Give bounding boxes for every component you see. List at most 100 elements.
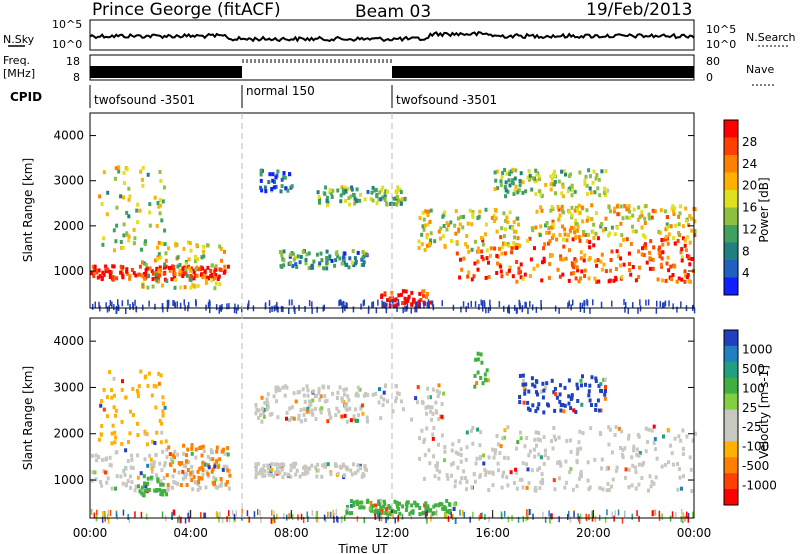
power-cells-cell xyxy=(673,206,677,211)
velocity-cells-ground-cell xyxy=(283,513,285,520)
power-cells-cell xyxy=(193,259,197,264)
velocity-cells-cell xyxy=(544,448,547,453)
velocity-cells-cell xyxy=(574,410,578,414)
velocity-cells-cell xyxy=(322,385,326,390)
power-cells-cell xyxy=(421,289,425,294)
power-cells-cell xyxy=(669,264,673,269)
velocity-cells-ground-cell xyxy=(276,513,278,520)
power-cells-cell xyxy=(613,206,617,211)
velocity-cells-cell xyxy=(559,403,563,408)
colorbar-tick-label: 500 xyxy=(742,362,765,376)
velocity-cells-cell xyxy=(491,470,495,475)
velocity-cells-cell xyxy=(150,469,154,474)
power-cells-cell xyxy=(146,172,150,177)
velocity-cells-ground-cell xyxy=(241,508,243,515)
power-cells-cell xyxy=(557,207,561,212)
power-cells-cell xyxy=(111,275,115,280)
power-cells-cell xyxy=(672,236,676,241)
velocity-cells-cell xyxy=(650,428,654,433)
velocity-cells-ground-cell xyxy=(548,510,550,517)
power-cells-cell xyxy=(423,248,427,252)
velocity-cells-cell xyxy=(445,499,449,503)
power-cells-ground-cell xyxy=(109,300,112,306)
velocity-cells-cell xyxy=(159,373,163,378)
velocity-cells-cell xyxy=(339,465,343,470)
velocity-cells-ground-cell xyxy=(500,511,503,518)
velocity-cells-cell xyxy=(431,436,435,441)
velocity-cells-ground-cell xyxy=(558,516,560,523)
colorbar-swatch xyxy=(724,207,738,226)
power-cells-ground-cell xyxy=(127,299,129,306)
velocity-cells-cell xyxy=(210,450,213,455)
velocity-cells-cell xyxy=(519,430,522,435)
velocity-cells-cell xyxy=(275,462,279,467)
velocity-cells-cell xyxy=(285,410,289,415)
power-cells-cell xyxy=(516,242,520,247)
power-cells-cell xyxy=(214,281,218,286)
power-cells-cell xyxy=(146,273,150,278)
power-cells-cell xyxy=(510,250,514,255)
power-cells-cell xyxy=(566,189,570,194)
velocity-cells-cell xyxy=(215,445,219,450)
velocity-y-axis-label: Slant Range [km] xyxy=(21,366,35,470)
velocity-cells-cell xyxy=(434,400,438,405)
power-cells-cell xyxy=(625,207,629,212)
power-cells-cell xyxy=(167,246,170,251)
power-cells-cell xyxy=(588,245,592,250)
velocity-cells-cell xyxy=(443,458,446,463)
y-tick-label: 3000 xyxy=(53,174,84,188)
power-cells-cell xyxy=(504,218,508,223)
velocity-cells-cell xyxy=(482,453,486,458)
velocity-cells-ground-cell xyxy=(203,512,205,519)
velocity-cells-ground-cell xyxy=(380,515,383,522)
velocity-cells-cell xyxy=(424,508,428,512)
power-cells-cell xyxy=(155,223,159,228)
velocity-cells-cell xyxy=(502,470,506,475)
velocity-cells-cell xyxy=(266,405,270,410)
power-cells-cell xyxy=(343,185,347,190)
power-cells-cell xyxy=(467,270,471,275)
velocity-cells-ground-cell xyxy=(450,508,452,515)
power-cells-ground-cell xyxy=(527,308,529,314)
power-cells-cell xyxy=(645,260,649,265)
power-cells-ground-cell xyxy=(342,306,344,313)
velocity-cells-cell xyxy=(479,454,482,459)
velocity-cells-cell xyxy=(594,407,598,412)
power-cells-cell xyxy=(468,208,472,213)
power-cells-cell xyxy=(636,217,640,222)
velocity-cells-cell xyxy=(481,381,485,386)
power-cells-cell xyxy=(669,224,673,229)
velocity-cells-cell xyxy=(465,430,469,435)
power-cells-cell xyxy=(422,217,426,222)
velocity-cells-cell xyxy=(359,463,362,468)
power-cells-cell xyxy=(592,235,596,240)
power-cells-cell xyxy=(330,195,334,199)
velocity-cells-cell xyxy=(526,467,530,472)
power-cells-cell xyxy=(119,264,123,269)
power-cells-cell xyxy=(92,269,96,274)
colorbar-tick-label: 24 xyxy=(742,157,757,171)
x-tick-label: 00:00 xyxy=(73,526,108,540)
velocity-cells-cell xyxy=(553,386,557,391)
velocity-cells-cell xyxy=(395,504,399,509)
velocity-cells-ground-cell xyxy=(204,512,207,519)
power-cells-cell xyxy=(545,230,549,235)
power-cells-cell xyxy=(137,272,141,277)
velocity-cells-cell xyxy=(347,398,351,403)
power-cells-cell xyxy=(625,237,629,242)
power-cells-cell xyxy=(458,275,462,280)
power-cells-cell xyxy=(317,195,321,200)
power-cells-cell xyxy=(549,254,552,259)
y-tick-label: 2000 xyxy=(53,219,84,233)
power-cells-cell xyxy=(527,169,531,174)
power-cells-cell xyxy=(690,257,694,261)
power-cells-cell xyxy=(565,238,569,243)
power-cells-cell xyxy=(517,270,521,275)
power-cells-cell xyxy=(608,231,612,236)
velocity-cells-cell xyxy=(579,446,583,451)
velocity-cells-ground-cell xyxy=(217,512,219,519)
velocity-cells-cell xyxy=(605,466,609,471)
power-cells-cell xyxy=(410,290,414,295)
power-cells-cell xyxy=(560,169,564,174)
power-cells-cell xyxy=(128,276,132,281)
